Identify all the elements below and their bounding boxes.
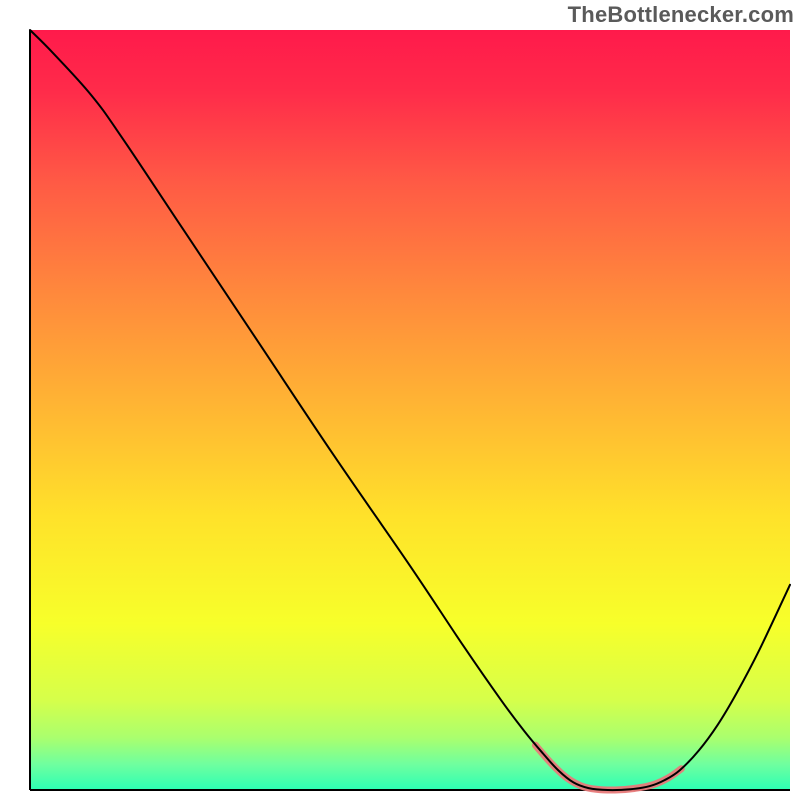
- bottleneck-chart: TheBottlenecker.com: [0, 0, 800, 800]
- watermark-text: TheBottlenecker.com: [568, 2, 794, 28]
- plot-background: [30, 30, 790, 791]
- chart-svg: [0, 0, 800, 800]
